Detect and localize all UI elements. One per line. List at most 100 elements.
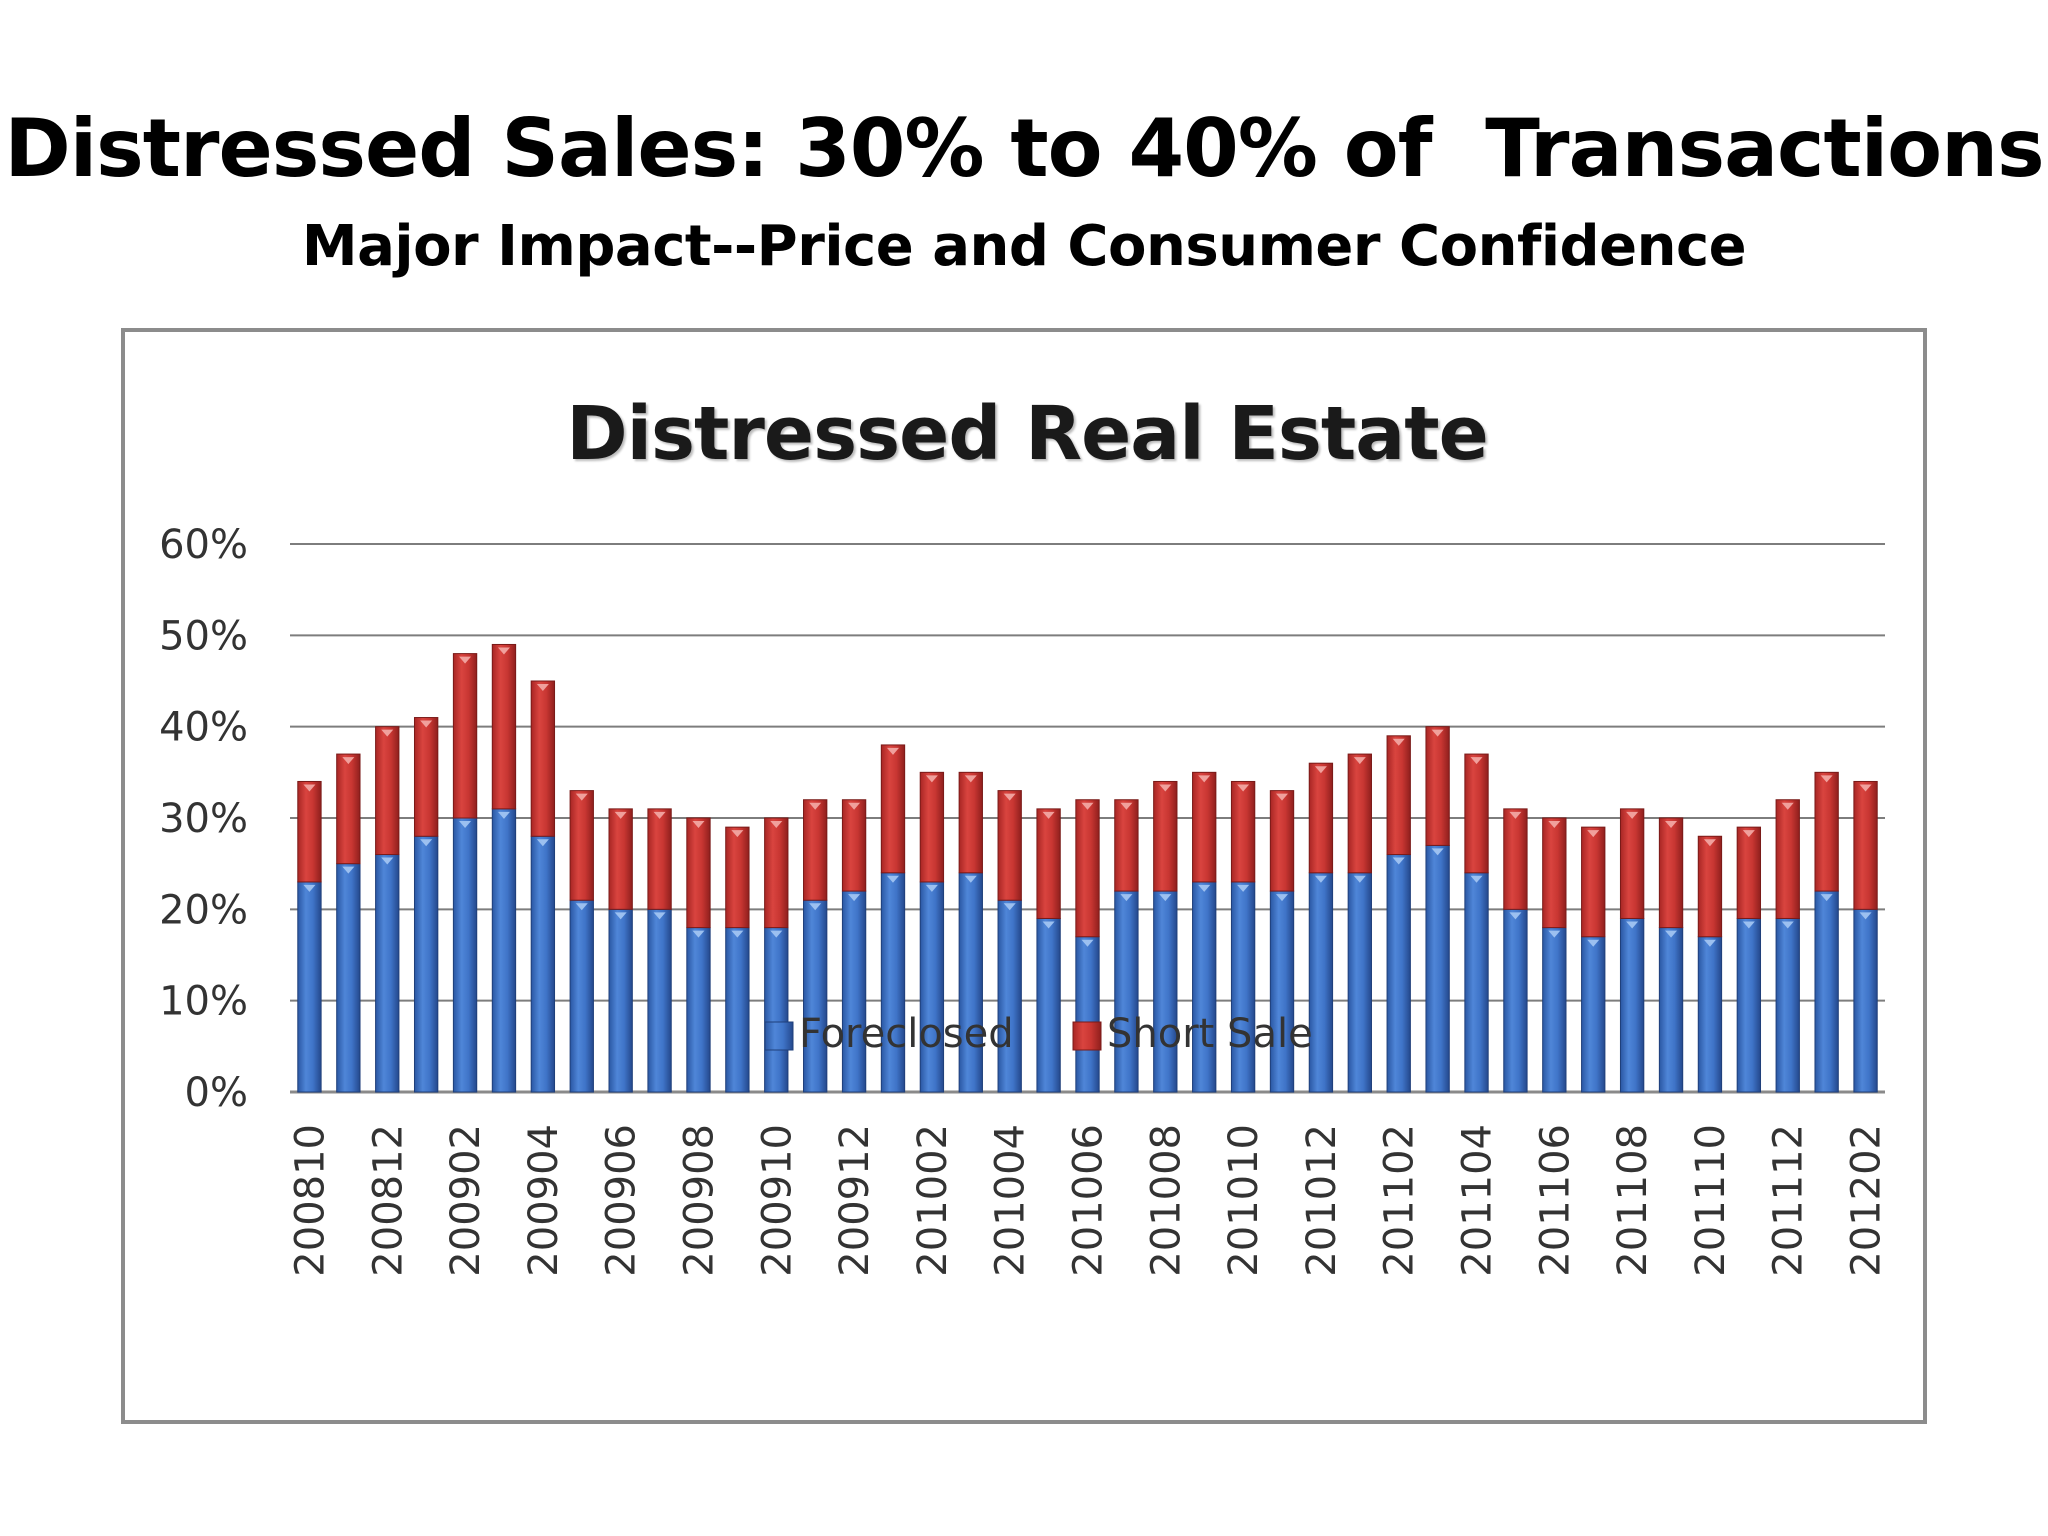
bar-foreclosed: [452, 817, 478, 1093]
bar-foreclosed: [1269, 890, 1295, 1093]
bar-cap-marker: [381, 729, 394, 737]
bar-foreclosed: [1192, 881, 1217, 1093]
bar-cap-marker: [1431, 729, 1444, 737]
x-tick-label: 201104: [1455, 1124, 1501, 1277]
x-tick-label: 200904: [521, 1124, 567, 1277]
bar-foreclosed: [1814, 890, 1839, 1093]
bar-short-sale: [1114, 799, 1139, 892]
bar-cap-marker: [692, 930, 705, 938]
bar-short-sale: [1853, 780, 1878, 910]
bar-short-sale: [1192, 771, 1217, 883]
bar-cap-marker: [420, 720, 433, 728]
bar-cap-marker: [770, 821, 783, 828]
bar-cap-marker: [459, 656, 472, 664]
bar-foreclosed: [1464, 872, 1489, 1093]
bar-cap-marker: [964, 875, 977, 883]
bar-cap-marker: [770, 930, 783, 938]
bar-short-sale: [491, 643, 517, 810]
bar-foreclosed: [530, 835, 556, 1093]
y-axis-labels: 0% 10% 20% 30% 40% 50% 60%: [159, 522, 248, 1116]
bars: [297, 643, 1878, 1093]
bar-cap-marker: [1392, 738, 1405, 746]
bar-short-sale: [841, 799, 867, 892]
chart-frame: Distressed Real Estate 0% 10% 20% 30% 40% 50%…: [121, 328, 1927, 1424]
bar-foreclosed: [764, 927, 789, 1093]
bar-foreclosed: [375, 854, 400, 1093]
bar-cap-marker: [1509, 912, 1522, 920]
bar-cap-marker: [1781, 802, 1794, 810]
y-tick-label: 20%: [159, 887, 248, 933]
bar-cap-marker: [303, 784, 316, 792]
gridlines: [290, 543, 1885, 1094]
slide-title: Distressed Sales: 30% to 40% of Transact…: [4, 102, 2044, 195]
bar-cap-marker: [1081, 802, 1094, 810]
bar-foreclosed: [336, 863, 361, 1093]
bar-cap-marker: [809, 802, 822, 810]
bar-cap-marker: [1859, 912, 1872, 920]
bar-short-sale: [919, 771, 945, 883]
bar-cap-marker: [1431, 848, 1444, 856]
bar-foreclosed: [1581, 936, 1606, 1093]
bar-foreclosed: [1619, 917, 1645, 1093]
bar-cap-marker: [459, 821, 472, 828]
bar-cap-marker: [1120, 894, 1133, 902]
bar-foreclosed: [1347, 872, 1372, 1093]
bar-foreclosed: [841, 890, 867, 1093]
x-tick-label: 201012: [1299, 1124, 1345, 1277]
legend: Foreclosed Short Sale: [764, 1011, 1313, 1057]
bar-short-sale: [1619, 808, 1645, 919]
bar-foreclosed: [1425, 844, 1450, 1093]
bar-cap-marker: [1587, 830, 1600, 838]
bar-cap-marker: [1237, 884, 1250, 892]
bar-short-sale: [297, 780, 322, 883]
bar-cap-marker: [1237, 784, 1250, 792]
bar-cap-marker: [925, 775, 938, 783]
bar-cap-marker: [848, 802, 861, 810]
x-tick-label: 200810: [287, 1124, 333, 1277]
bar-cap-marker: [809, 903, 822, 911]
bar-short-sale: [413, 717, 439, 837]
bar-foreclosed: [1308, 872, 1334, 1093]
y-tick-label: 50%: [159, 613, 248, 659]
x-tick-label: 201112: [1766, 1124, 1812, 1277]
y-tick-label: 0%: [185, 1070, 248, 1116]
bar-cap-marker: [1859, 784, 1872, 792]
bar-foreclosed: [297, 881, 322, 1093]
bar-foreclosed: [1153, 890, 1178, 1093]
bar-short-sale: [764, 817, 789, 929]
bar-cap-marker: [342, 866, 355, 874]
bar-cap-marker: [303, 884, 316, 892]
bar-foreclosed: [803, 899, 828, 1093]
bar-short-sale: [336, 753, 361, 865]
bar-cap-marker: [1470, 757, 1483, 765]
x-tick-label: 201010: [1221, 1124, 1267, 1277]
bar-short-sale: [725, 826, 750, 929]
legend-label: Foreclosed: [799, 1011, 1014, 1057]
bar-cap-marker: [1042, 811, 1055, 819]
bar-short-sale: [1347, 753, 1372, 874]
bar-cap-marker: [1003, 903, 1016, 911]
bar-cap-marker: [1198, 775, 1211, 783]
bar-foreclosed: [725, 927, 750, 1093]
bar-cap-marker: [536, 839, 549, 847]
bar-cap-marker: [731, 930, 744, 938]
bar-foreclosed: [413, 835, 439, 1093]
x-axis-labels: 200810 200812 200902 200904 200906 200908 2009…: [287, 1124, 1889, 1277]
bar-short-sale: [1075, 799, 1100, 938]
bar-short-sale: [1542, 817, 1567, 929]
bar-cap-marker: [1159, 894, 1172, 902]
bar-cap-marker: [731, 830, 744, 838]
bar-short-sale: [1386, 735, 1411, 856]
bar-cap-marker: [886, 747, 899, 755]
bar-short-sale: [880, 744, 906, 874]
bar-short-sale: [569, 790, 594, 901]
x-tick-label: 201102: [1377, 1124, 1423, 1277]
bar-cap-marker: [497, 647, 510, 655]
bar-foreclosed: [569, 899, 594, 1093]
bar-cap-marker: [1042, 921, 1055, 929]
bar-foreclosed: [1386, 854, 1411, 1093]
bar-short-sale: [1775, 799, 1800, 919]
bar-short-sale: [530, 680, 556, 837]
bar-foreclosed: [1542, 927, 1567, 1093]
bar-foreclosed: [880, 872, 906, 1093]
